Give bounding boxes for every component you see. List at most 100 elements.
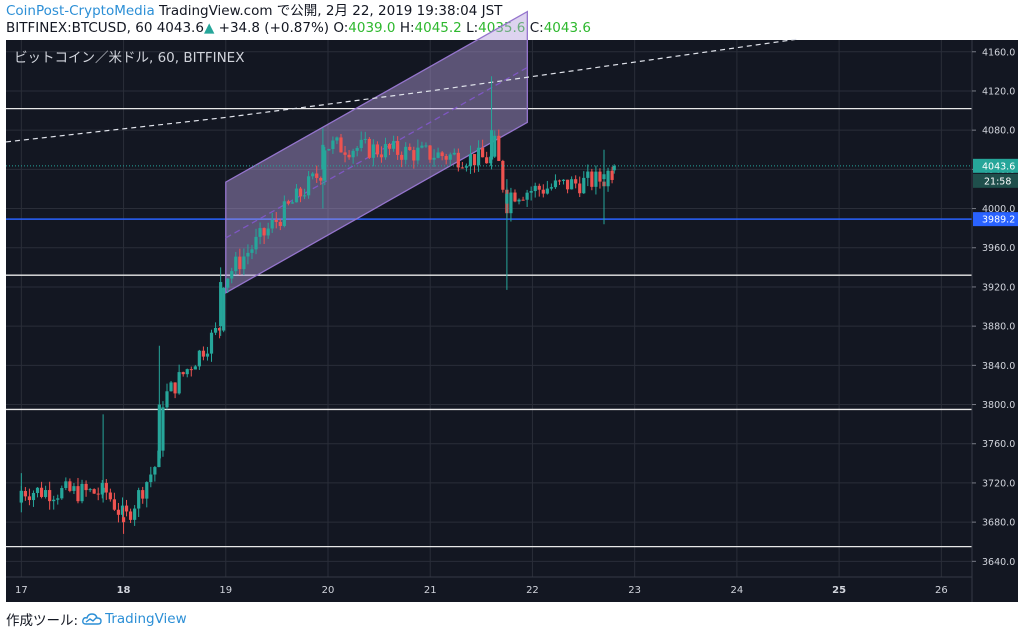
candle-body — [311, 173, 315, 177]
candle-body — [606, 170, 610, 187]
candle-body — [230, 271, 234, 279]
price-tick-label: 4080.0 — [982, 126, 1015, 137]
candle-body — [521, 199, 525, 201]
candle — [104, 479, 108, 500]
candle — [185, 368, 189, 378]
candle — [367, 137, 371, 160]
candle-body — [177, 372, 181, 394]
candle-body — [452, 152, 456, 155]
countdown-badge — [973, 173, 1018, 188]
candle — [161, 401, 165, 457]
tradingview-brand[interactable]: TradingView — [82, 611, 187, 627]
candle-body — [327, 149, 331, 151]
candle — [598, 168, 602, 189]
candle-body — [141, 490, 145, 499]
candle-body — [331, 140, 335, 150]
candle — [582, 171, 586, 194]
candle-body — [335, 137, 339, 141]
price-tick-label: 3920.0 — [982, 282, 1015, 293]
footer: 作成ツール: TradingView — [6, 609, 187, 629]
candle — [226, 278, 230, 294]
change-value: +34.8 (+0.87%) — [218, 20, 330, 36]
chart-header: CoinPost-CryptoMedia TradingView.com で公開… — [6, 3, 591, 37]
candle-body — [234, 256, 238, 272]
candle — [448, 152, 452, 165]
candle-body — [420, 145, 424, 148]
candle — [238, 248, 242, 275]
candle — [88, 487, 92, 493]
candle-body — [96, 493, 100, 495]
candle-body — [145, 482, 149, 499]
candle — [153, 465, 157, 482]
price-tick-label: 3880.0 — [982, 322, 1015, 333]
close-label: C: — [529, 20, 544, 36]
candle — [311, 171, 315, 180]
candle — [56, 494, 60, 505]
candle-body — [124, 505, 129, 512]
candle — [565, 179, 570, 194]
candle-body — [485, 157, 489, 164]
time-axis[interactable]: 17 18 19 20 21 22 23 24 25 26 — [15, 585, 948, 596]
candle — [39, 481, 44, 499]
candle — [121, 507, 126, 534]
candle — [452, 148, 456, 156]
candle-body — [92, 489, 96, 494]
candle — [436, 147, 440, 159]
candle — [141, 486, 145, 504]
candle-body — [286, 201, 290, 204]
candle-body — [371, 144, 375, 158]
candle — [68, 478, 72, 493]
candle-body — [319, 177, 323, 181]
candle-body — [173, 382, 177, 394]
source-name[interactable]: CoinPost-CryptoMedia — [6, 3, 155, 19]
candle-body — [56, 498, 60, 500]
time-tick-label: 19 — [219, 585, 232, 596]
price-axis[interactable]: 3640.0 3680.0 3720.0 3760.0 3800.0 3840.0 3880… — [972, 47, 1018, 568]
candle-body — [238, 256, 242, 270]
candle-body — [315, 173, 319, 178]
blue-level-label: 3989.2 — [982, 215, 1015, 226]
candle — [578, 176, 582, 198]
candle — [493, 130, 497, 158]
price-tick-label: 3760.0 — [982, 439, 1015, 450]
candle-body — [436, 152, 440, 158]
candle — [80, 479, 84, 504]
candle-body — [570, 179, 574, 190]
candle — [258, 222, 262, 245]
candle-body — [101, 487, 105, 493]
candle-body — [489, 156, 493, 164]
candle — [501, 159, 505, 193]
candle-body — [505, 193, 509, 204]
candle-body — [383, 144, 388, 158]
candle — [460, 161, 464, 169]
candle-body — [598, 171, 602, 182]
time-tick-label: 23 — [628, 585, 641, 596]
candle-body — [359, 139, 363, 149]
candle — [339, 134, 343, 153]
candle-body — [594, 171, 598, 187]
candle — [282, 195, 286, 228]
candle — [92, 488, 96, 495]
candle — [472, 154, 477, 173]
candle-body — [343, 152, 347, 155]
dashed-trendline[interactable] — [5, 38, 799, 143]
candle — [84, 480, 88, 497]
candle — [396, 136, 400, 160]
candle-body — [440, 152, 444, 157]
candle — [481, 139, 485, 158]
time-tick-label: 17 — [15, 585, 28, 596]
candle — [64, 477, 68, 491]
candle-body — [209, 332, 214, 354]
candle-body — [278, 221, 282, 226]
candle-body — [242, 256, 246, 270]
candle — [307, 171, 311, 199]
candle — [250, 244, 254, 260]
candle — [302, 188, 307, 200]
candle — [165, 383, 169, 410]
candle — [509, 187, 513, 222]
candle — [476, 140, 481, 172]
blue-level-badge — [973, 212, 1018, 227]
candle — [60, 485, 64, 500]
candle-body — [27, 496, 32, 501]
